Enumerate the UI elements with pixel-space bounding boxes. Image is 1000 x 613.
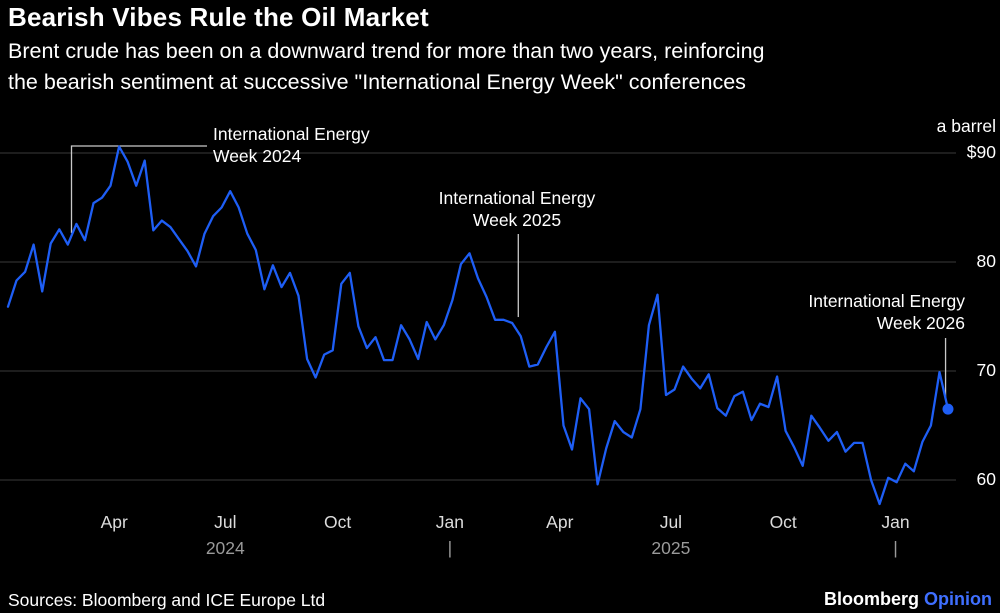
annotation-international-energy-week-2025: International Energy Week 2025 bbox=[417, 188, 617, 231]
annotation-international-energy-week-2026: International Energy Week 2026 bbox=[765, 291, 965, 334]
chart-subtitle-line-1: Brent crude has been on a downward trend… bbox=[8, 39, 765, 63]
annotation-line: Week 2026 bbox=[876, 312, 965, 333]
last-price-dot bbox=[942, 403, 954, 415]
x-axis-label-apr: Apr bbox=[546, 512, 574, 532]
annotation-international-energy-week-2024: International Energy Week 2024 bbox=[213, 124, 370, 167]
year-label-2025: 2025 bbox=[651, 538, 691, 558]
year-label-2024: 2024 bbox=[205, 538, 245, 558]
x-axis-label-oct: Oct bbox=[323, 512, 352, 532]
y-axis-unit-label: a barrel bbox=[936, 116, 996, 136]
x-axis-label-apr: Apr bbox=[100, 512, 128, 532]
chart-subtitle: Brent crude has been on a downward trend… bbox=[8, 36, 765, 98]
annotation-line: International Energy bbox=[808, 291, 965, 311]
y-axis-label-80: 80 bbox=[976, 251, 996, 271]
source-note: Sources: Bloomberg and ICE Europe Ltd bbox=[8, 590, 326, 610]
brand-logo: Bloomberg Opinion bbox=[824, 589, 992, 610]
x-axis-label-jul: Jul bbox=[214, 512, 237, 532]
x-axis-label-oct: Oct bbox=[769, 512, 797, 532]
y-axis-label-60: 60 bbox=[976, 469, 996, 489]
brand-name: Bloomberg bbox=[824, 589, 920, 609]
annotation-connector-2024 bbox=[70, 145, 207, 233]
year-divider-tick: | bbox=[447, 538, 453, 558]
chart-subtitle-line-2: the bearish sentiment at successive "Int… bbox=[8, 70, 746, 94]
year-divider-tick: | bbox=[893, 538, 898, 558]
x-axis-label-jul: Jul bbox=[659, 512, 683, 532]
brent-price-line bbox=[6, 145, 950, 506]
annotation-line: Week 2025 bbox=[472, 209, 562, 230]
chart-title: Bearish Vibes Rule the Oil Market bbox=[8, 2, 429, 32]
x-axis-label-jan: Jan bbox=[435, 512, 464, 532]
annotation-line: Week 2024 bbox=[213, 145, 302, 166]
annotation-line: International Energy bbox=[213, 124, 370, 144]
y-axis-label-70: 70 bbox=[976, 360, 996, 380]
annotation-line: International Energy bbox=[438, 188, 596, 208]
y-axis-label-90: $90 bbox=[966, 142, 996, 162]
brand-suffix: Opinion bbox=[924, 589, 992, 609]
x-axis-label-jan: Jan bbox=[881, 512, 910, 532]
